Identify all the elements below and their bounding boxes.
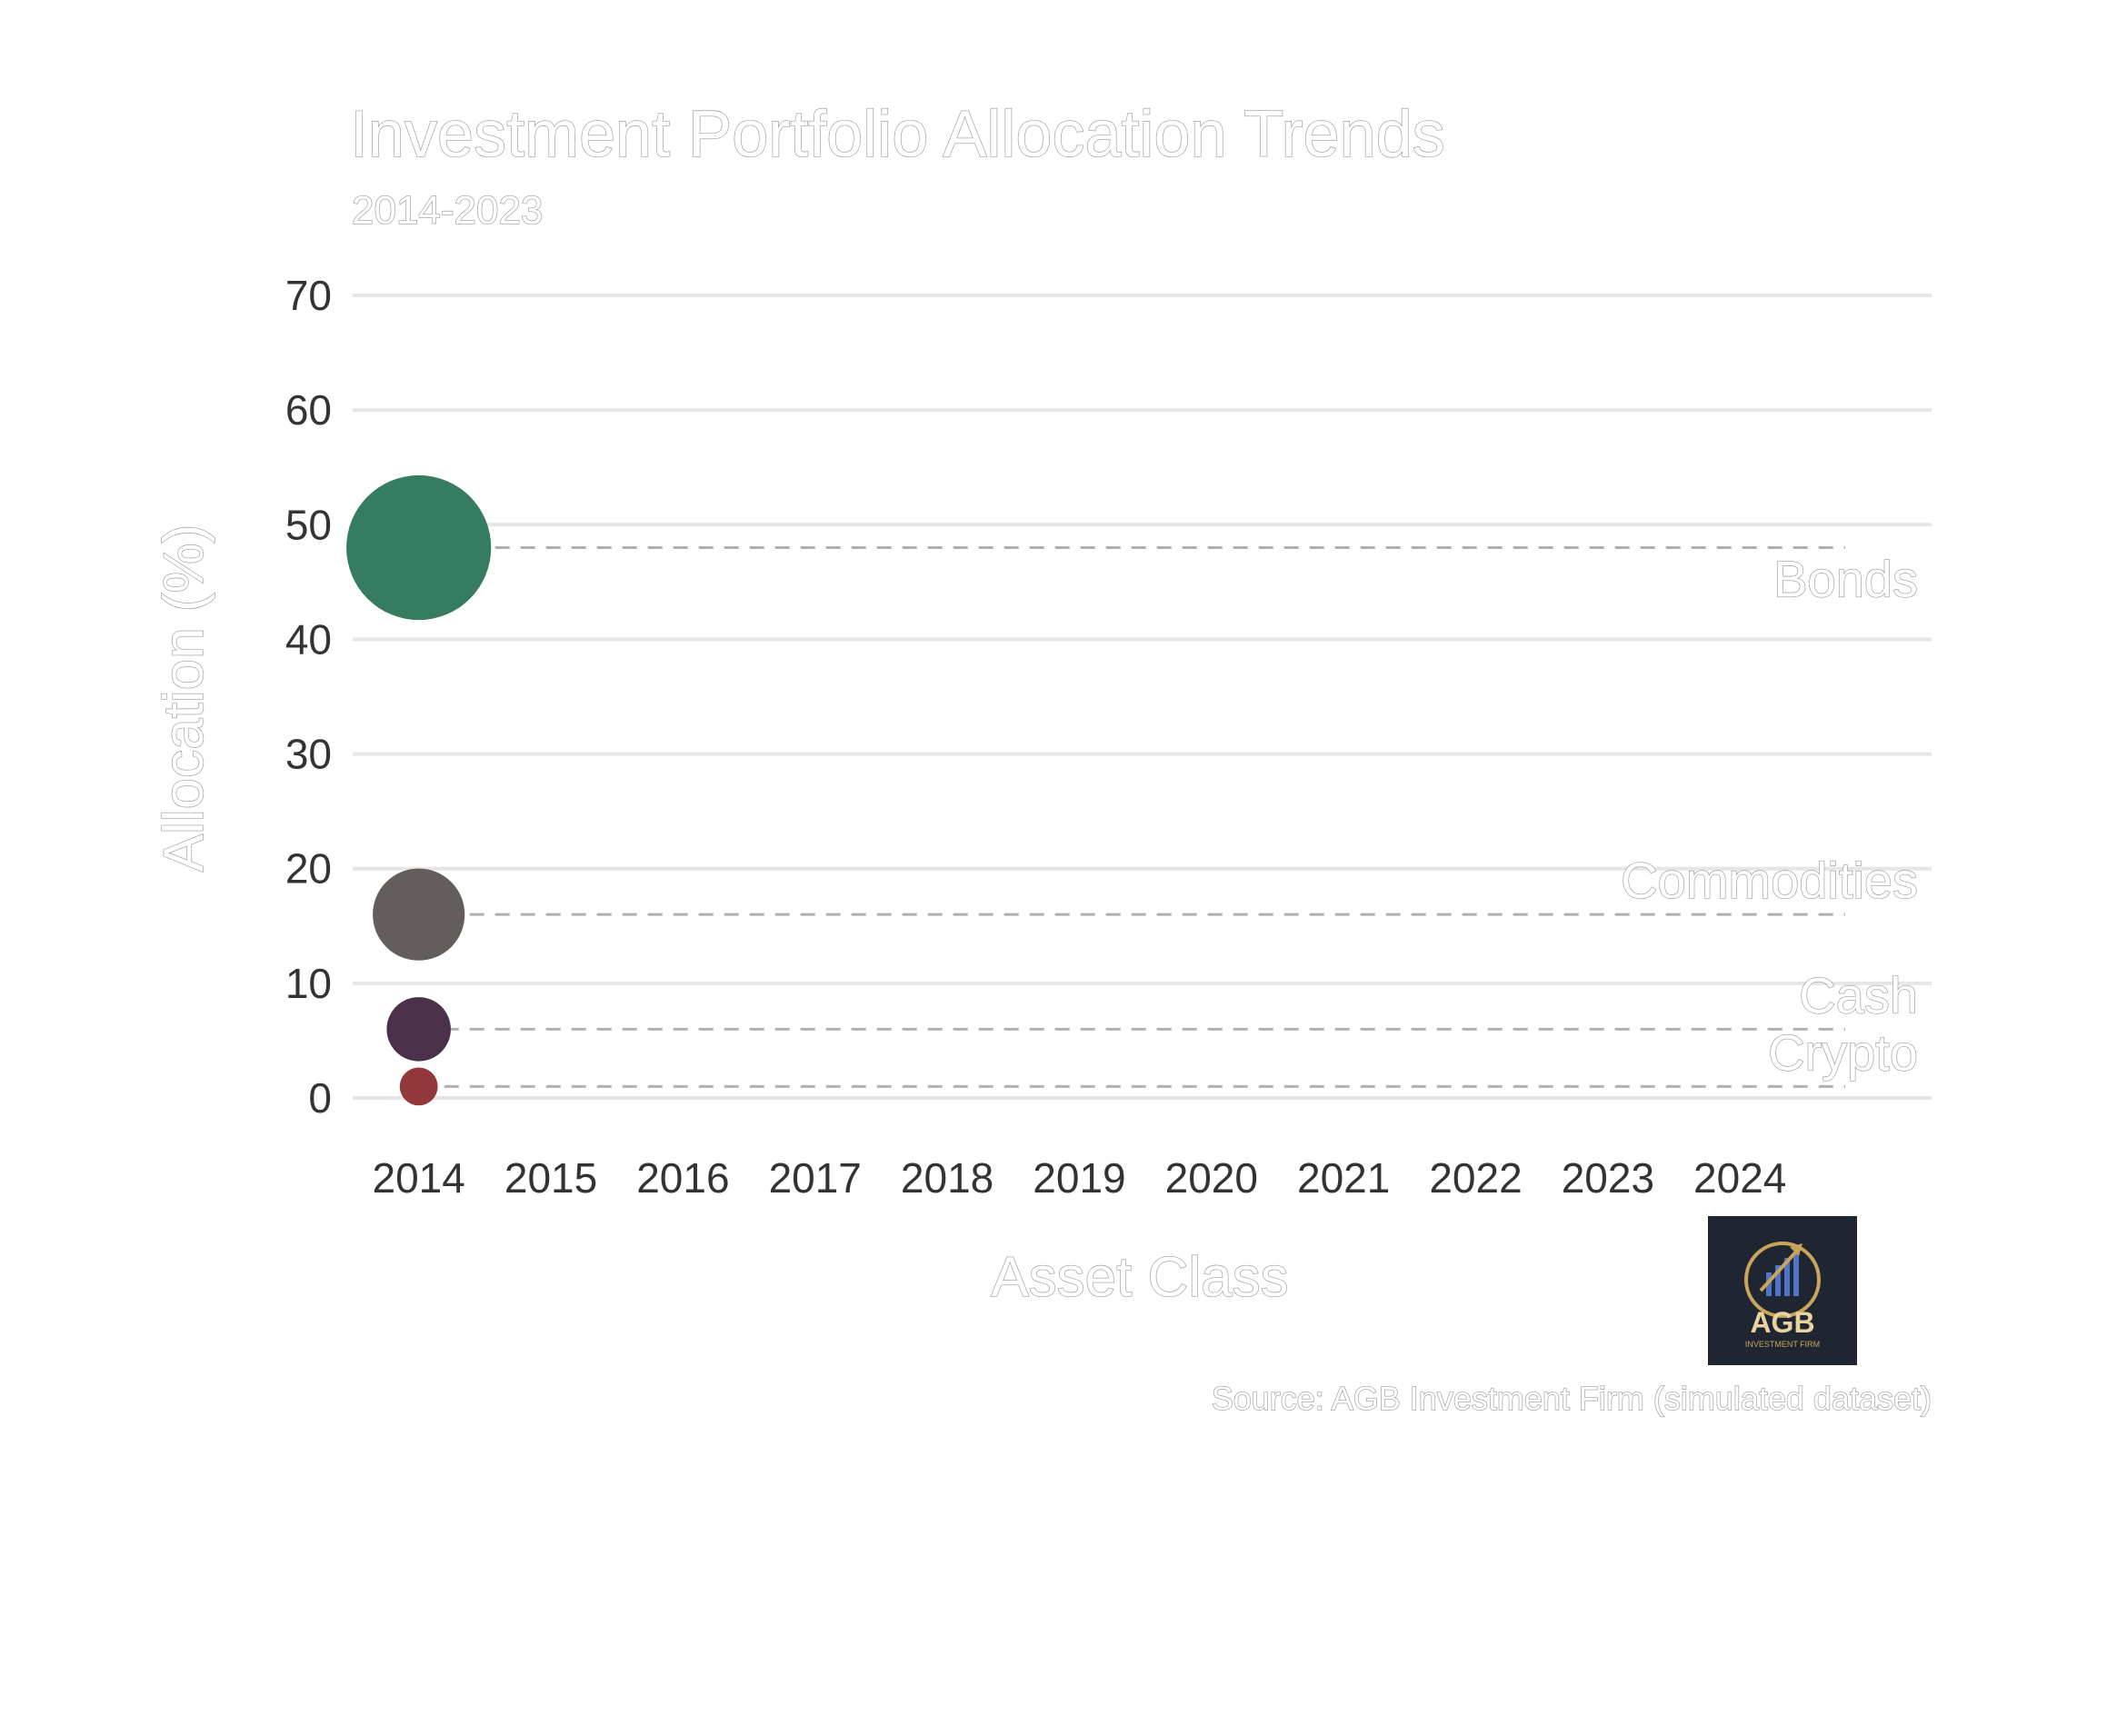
logo-background: [1708, 1216, 1857, 1365]
logo-arrow-icon: [1759, 1249, 1799, 1292]
x-tick-label-2014: 2014: [373, 1154, 465, 1202]
y-tick-label-70: 70: [285, 272, 332, 319]
logo-bar-2: [1775, 1265, 1781, 1296]
series-label-bonds: Bonds: [1773, 551, 1918, 608]
y-tick-label-0: 0: [308, 1074, 332, 1122]
bubble-cash: [386, 997, 451, 1062]
x-tick-label-2018: 2018: [901, 1154, 994, 1202]
logo-arrowhead-icon: [1790, 1243, 1802, 1256]
y-tick-label-40: 40: [285, 615, 332, 663]
bubble-bonds: [346, 474, 492, 621]
logo-ring: [1744, 1242, 1821, 1318]
chart-title: Investment Portfolio Allocation Trends: [350, 98, 1445, 171]
source-note: Source: AGB Investment Firm (simulated d…: [1212, 1380, 1932, 1417]
y-axis-label: Allocation (%): [153, 524, 215, 872]
x-tick-label-2021: 2021: [1297, 1154, 1390, 1202]
grid-lines: [353, 294, 1932, 1100]
bubble-commodities: [373, 868, 465, 961]
y-tick-label-20: 20: [285, 845, 332, 893]
x-tick-label-2019: 2019: [1033, 1154, 1125, 1202]
y-tick-label-30: 30: [285, 731, 332, 778]
x-axis-label: Asset Class: [991, 1246, 1288, 1309]
x-tick-label-2020: 2020: [1165, 1154, 1258, 1202]
x-tick-label-2017: 2017: [769, 1154, 862, 1202]
logo-bar-4: [1793, 1252, 1799, 1296]
logo-bar-3: [1784, 1258, 1790, 1296]
series-label-cash: Cash: [1799, 966, 1918, 1023]
x-tick-label-2022: 2022: [1429, 1154, 1522, 1202]
x-tick-label-2024: 2024: [1693, 1154, 1786, 1202]
y-tick-label-50: 50: [285, 501, 332, 548]
x-tick-label-2016: 2016: [636, 1154, 729, 1202]
reference-lines: [418, 546, 1845, 1088]
logo-subtext: INVESTMENT FIRM: [1745, 1340, 1820, 1349]
x-tick-label-2023: 2023: [1562, 1154, 1654, 1202]
logo-text: AGB: [1750, 1306, 1814, 1339]
y-tick-label-10: 10: [285, 960, 332, 1007]
agb-logo: AGB INVESTMENT FIRM: [1708, 1216, 1857, 1365]
series-label-crypto: Crypto: [1768, 1023, 1918, 1081]
y-tick-label-60: 60: [285, 386, 332, 434]
chart-subtitle: 2014-2023: [352, 188, 543, 233]
series-label-commodities: Commodities: [1621, 852, 1918, 909]
bubble-crypto: [399, 1067, 438, 1106]
bubbles: [346, 474, 492, 1106]
y-axis-ticks: 0 10 20 30 40 50 60 70: [285, 272, 332, 1122]
x-tick-label-2015: 2015: [504, 1154, 597, 1202]
x-axis-ticks: 2014 2015 2016 2017 2018 2019 2020 2021 2022 2023…: [373, 1154, 1787, 1202]
